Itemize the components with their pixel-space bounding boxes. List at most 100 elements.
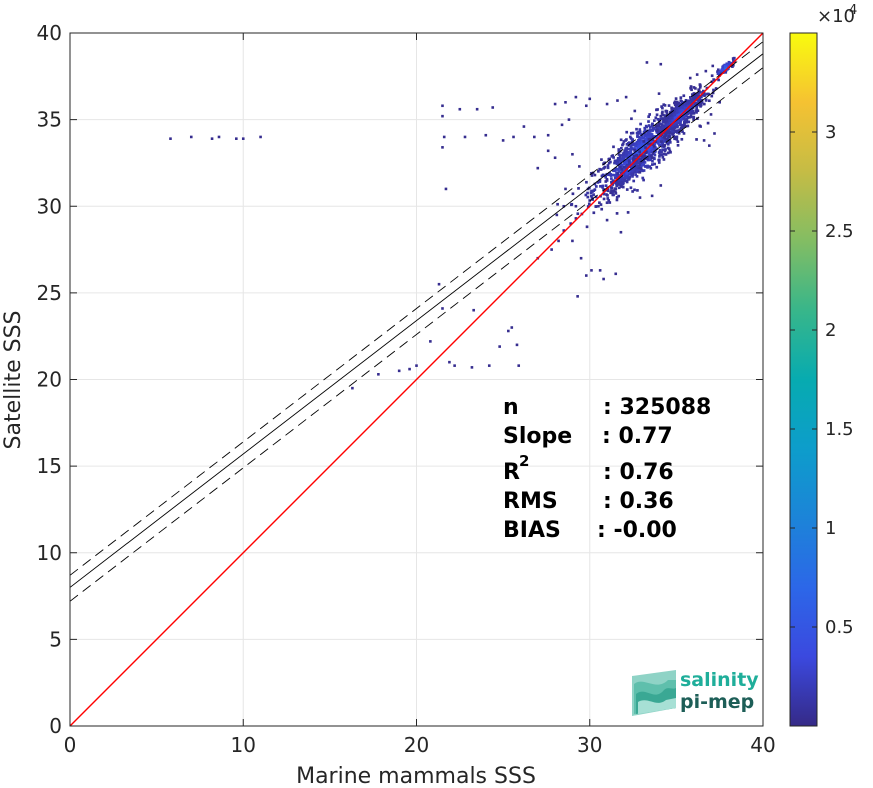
- density-cell: [643, 164, 647, 168]
- density-cell: [674, 97, 678, 100]
- density-cell: [663, 104, 667, 107]
- density-cell: [641, 169, 644, 173]
- density-cell: [679, 120, 682, 124]
- density-cell: [698, 97, 702, 101]
- density-cell: [623, 153, 627, 157]
- density-cell: [637, 161, 641, 165]
- density-cell: [640, 136, 644, 140]
- density-cell: [674, 130, 678, 133]
- colorbar-tick-label: 3: [825, 122, 836, 143]
- stat-rms-label: RMS: [503, 489, 558, 514]
- density-cell: [608, 157, 612, 161]
- density-cell: [638, 165, 641, 168]
- density-cell: [679, 126, 683, 130]
- density-cell: [610, 186, 614, 190]
- fit-lower-dashed-line: [70, 67, 763, 602]
- density-cell: [614, 190, 617, 194]
- scatter-point: [567, 118, 571, 121]
- scatter-point: [550, 248, 553, 251]
- density-cell: [646, 144, 650, 148]
- density-cell: [599, 184, 602, 188]
- density-cell: [703, 93, 707, 96]
- density-cell: [639, 139, 643, 143]
- density-cell: [710, 80, 714, 84]
- density-cell: [660, 105, 663, 108]
- density-cell: [680, 137, 684, 141]
- density-cell: [698, 85, 702, 89]
- statistics-box: n : 325088 Slope : 0.77 R 2 : 0.76 RMS :…: [503, 395, 711, 543]
- density-cell: [723, 68, 727, 72]
- y-tick-label: 30: [37, 194, 62, 218]
- density-cell: [642, 163, 645, 166]
- density-cell: [642, 145, 645, 149]
- density-cell: [649, 140, 652, 144]
- density-cell: [594, 195, 598, 199]
- density-cell: [668, 131, 672, 135]
- density-cell: [627, 160, 631, 164]
- density-cell: [659, 114, 663, 118]
- density-cell: [586, 205, 590, 208]
- density-cell: [607, 161, 611, 165]
- scatter-point: [536, 166, 540, 170]
- scatter-point: [588, 97, 592, 101]
- density-cell: [671, 123, 675, 127]
- scatter-point: [704, 69, 708, 73]
- density-cell: [687, 120, 691, 124]
- y-tick-label: 15: [37, 454, 62, 478]
- x-axis-label: Marine mammals SSS: [296, 764, 536, 788]
- density-cell: [695, 102, 699, 105]
- density-cell: [615, 162, 619, 166]
- density-cell: [662, 128, 666, 131]
- density-cell: [680, 108, 683, 112]
- density-cell: [685, 100, 689, 104]
- density-cell: [675, 108, 678, 111]
- density-cell: [672, 134, 676, 138]
- density-cell: [651, 152, 655, 155]
- density-cell: [707, 99, 711, 103]
- y-tick-label: 40: [37, 21, 62, 45]
- density-cell: [659, 117, 663, 121]
- density-cell: [685, 120, 688, 124]
- density-cell: [622, 165, 626, 169]
- scatter-point: [510, 326, 514, 329]
- density-cell: [673, 101, 676, 105]
- scatter-point: [351, 386, 354, 390]
- density-cell: [663, 144, 667, 147]
- density-cell: [655, 113, 659, 117]
- colorbar: [789, 32, 818, 727]
- scatter-point: [718, 101, 721, 104]
- density-cell: [619, 165, 622, 169]
- density-cell: [625, 180, 629, 184]
- density-cell: [606, 194, 609, 197]
- density-cell: [606, 166, 610, 170]
- density-cell: [651, 143, 655, 146]
- density-cell: [712, 88, 715, 92]
- density-cell: [590, 189, 593, 193]
- density-cell: [682, 117, 686, 121]
- density-cell: [634, 144, 638, 148]
- scatter-point: [458, 107, 462, 111]
- density-cell: [694, 109, 698, 113]
- density-cell: [665, 119, 669, 123]
- density-cell: [635, 127, 638, 131]
- density-cell: [658, 148, 662, 152]
- y-tick-label: 5: [49, 627, 62, 651]
- density-cell: [586, 191, 589, 195]
- density-cell: [598, 178, 602, 182]
- density-cell: [594, 205, 598, 208]
- density-cell: [702, 102, 706, 106]
- scatter-point: [598, 269, 602, 272]
- density-cell: [626, 211, 630, 214]
- identity-line: [70, 33, 763, 726]
- density-cell: [654, 125, 658, 128]
- scatter-point: [555, 213, 559, 217]
- density-cell: [611, 193, 615, 197]
- density-cell: [658, 153, 662, 157]
- density-cell: [602, 192, 606, 196]
- density-cell: [679, 118, 683, 122]
- density-cell: [679, 122, 682, 125]
- density-cell: [668, 141, 672, 144]
- density-cell: [676, 143, 680, 147]
- density-cell: [648, 126, 652, 129]
- density-cell: [663, 120, 667, 124]
